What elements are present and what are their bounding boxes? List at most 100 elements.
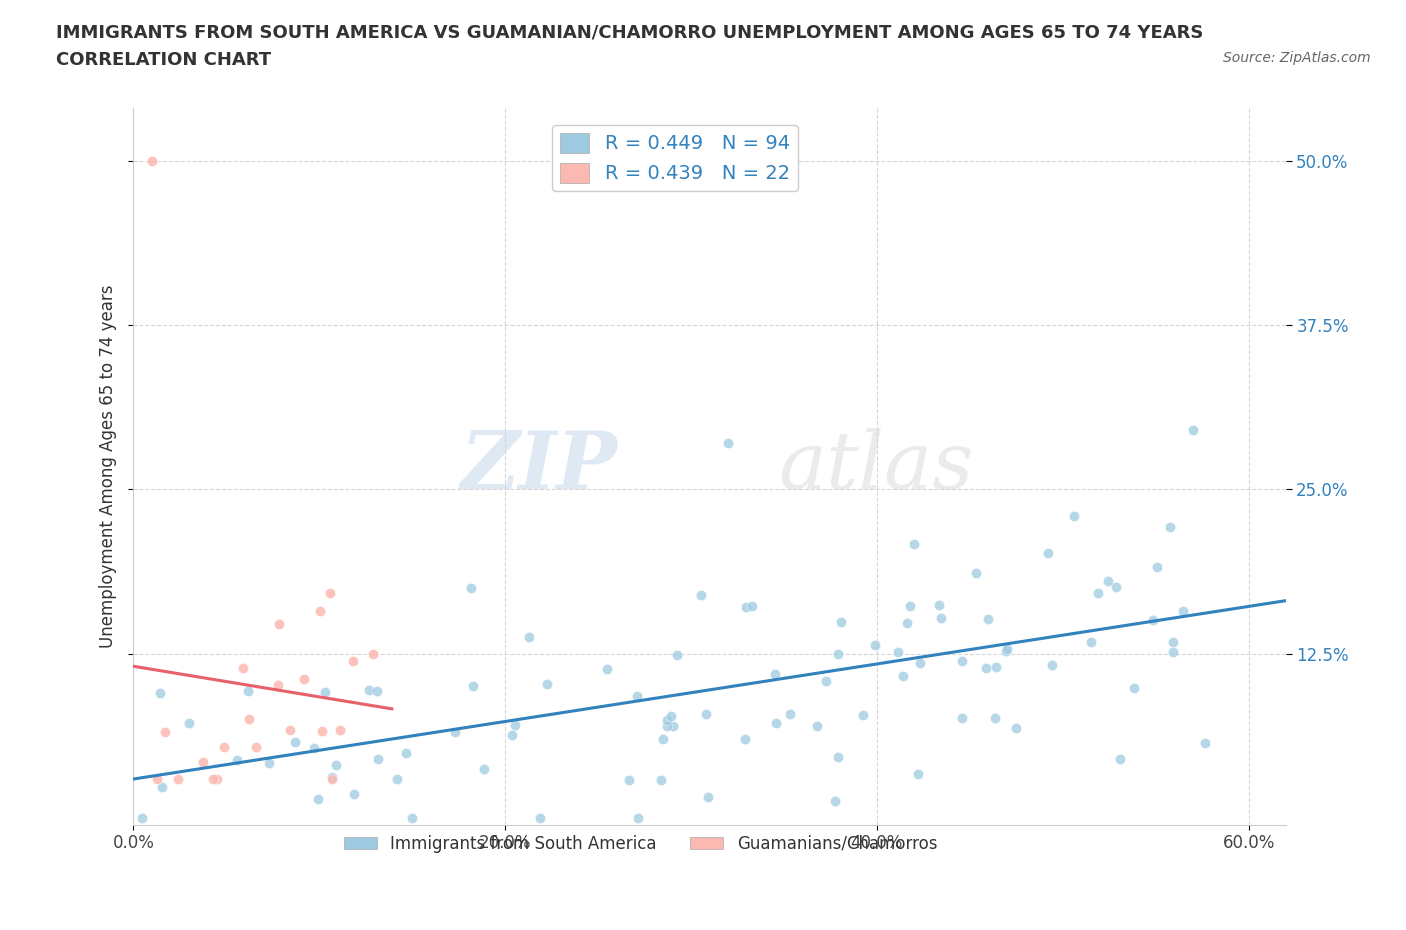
Point bbox=[1163, 645, 1185, 660]
Point bbox=[225, 752, 247, 767]
Point bbox=[1194, 736, 1216, 751]
Point bbox=[245, 739, 267, 754]
Point bbox=[131, 811, 153, 826]
Point bbox=[1181, 423, 1204, 438]
Point bbox=[367, 751, 389, 766]
Point bbox=[343, 787, 366, 802]
Point bbox=[1109, 751, 1132, 766]
Point bbox=[329, 723, 352, 737]
Point bbox=[394, 745, 416, 760]
Point bbox=[929, 610, 952, 625]
Point bbox=[977, 611, 1000, 626]
Point bbox=[307, 791, 329, 806]
Point bbox=[1097, 574, 1119, 589]
Point bbox=[627, 811, 650, 826]
Point bbox=[292, 671, 315, 686]
Point bbox=[361, 646, 384, 661]
Point bbox=[529, 811, 551, 826]
Point bbox=[741, 598, 763, 613]
Point bbox=[661, 718, 683, 733]
Point bbox=[900, 599, 922, 614]
Point bbox=[763, 667, 786, 682]
Point bbox=[1080, 634, 1102, 649]
Point bbox=[1159, 520, 1181, 535]
Point bbox=[995, 642, 1018, 657]
Point bbox=[401, 811, 423, 826]
Point bbox=[689, 587, 711, 602]
Point bbox=[903, 537, 925, 551]
Point bbox=[342, 654, 364, 669]
Point bbox=[984, 711, 1007, 725]
Point bbox=[1161, 634, 1184, 649]
Point bbox=[444, 724, 467, 739]
Point bbox=[321, 770, 343, 785]
Point bbox=[179, 716, 201, 731]
Point bbox=[311, 724, 333, 738]
Point bbox=[236, 684, 259, 698]
Point bbox=[153, 724, 176, 739]
Point bbox=[652, 731, 675, 746]
Point bbox=[734, 731, 756, 746]
Y-axis label: Unemployment Among Ages 65 to 74 years: Unemployment Among Ages 65 to 74 years bbox=[100, 285, 117, 648]
Point bbox=[887, 644, 910, 659]
Point bbox=[1171, 604, 1194, 618]
Point bbox=[257, 756, 280, 771]
Point bbox=[501, 727, 523, 742]
Point bbox=[321, 771, 343, 786]
Point bbox=[308, 604, 330, 618]
Point bbox=[896, 616, 918, 631]
Point bbox=[827, 646, 849, 661]
Point bbox=[765, 715, 787, 730]
Point bbox=[657, 718, 679, 733]
Point bbox=[191, 754, 214, 769]
Point bbox=[806, 719, 828, 734]
Point bbox=[536, 676, 558, 691]
Point bbox=[986, 659, 1008, 674]
Point bbox=[830, 615, 852, 630]
Point bbox=[463, 678, 485, 693]
Point bbox=[302, 740, 325, 755]
Point bbox=[519, 630, 541, 644]
Point bbox=[735, 600, 758, 615]
Point bbox=[150, 779, 173, 794]
Point bbox=[657, 712, 679, 727]
Point bbox=[950, 654, 973, 669]
Point bbox=[319, 585, 342, 600]
Point bbox=[659, 709, 682, 724]
Point bbox=[366, 684, 388, 698]
Point bbox=[166, 771, 188, 786]
Point bbox=[141, 153, 163, 168]
Point bbox=[717, 436, 740, 451]
Point bbox=[284, 735, 307, 750]
Point bbox=[974, 660, 997, 675]
Point bbox=[928, 598, 950, 613]
Point bbox=[146, 771, 169, 786]
Point bbox=[267, 678, 290, 693]
Point bbox=[1087, 586, 1109, 601]
Point bbox=[824, 794, 846, 809]
Point bbox=[1146, 560, 1168, 575]
Point bbox=[665, 648, 688, 663]
Point bbox=[472, 762, 495, 777]
Point bbox=[205, 771, 228, 786]
Point bbox=[863, 638, 886, 653]
Text: CORRELATION CHART: CORRELATION CHART bbox=[56, 51, 271, 69]
Point bbox=[387, 771, 409, 786]
Point bbox=[827, 749, 849, 764]
Point bbox=[596, 662, 619, 677]
Text: IMMIGRANTS FROM SOUTH AMERICA VS GUAMANIAN/CHAMORRO UNEMPLOYMENT AMONG AGES 65 T: IMMIGRANTS FROM SOUTH AMERICA VS GUAMANI… bbox=[56, 23, 1204, 41]
Point bbox=[232, 660, 254, 675]
Point bbox=[1038, 546, 1060, 561]
Point bbox=[1040, 658, 1063, 672]
Point bbox=[695, 707, 717, 722]
Point bbox=[908, 656, 931, 671]
Point bbox=[269, 617, 291, 631]
Text: ZIP: ZIP bbox=[461, 428, 617, 505]
Point bbox=[278, 723, 301, 737]
Point bbox=[314, 685, 336, 700]
Point bbox=[995, 644, 1018, 658]
Point bbox=[626, 688, 648, 703]
Point bbox=[359, 683, 381, 698]
Point bbox=[325, 758, 347, 773]
Point bbox=[238, 712, 260, 727]
